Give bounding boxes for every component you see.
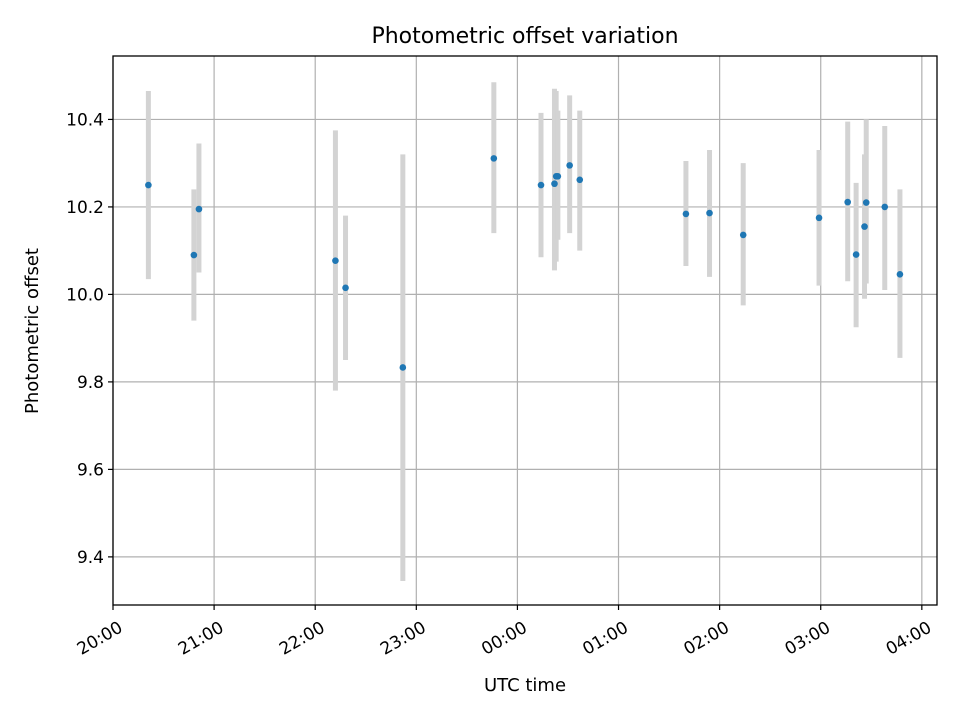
data-point [566,162,573,169]
data-point [862,199,870,206]
data-point [195,205,203,213]
data-point [551,180,558,188]
data-point [682,210,690,218]
data-point [852,251,860,258]
data-point [896,270,904,278]
y-tick-label: 10.2 [66,198,104,218]
data-point [332,257,339,265]
y-tick-label: 9.8 [77,373,104,393]
data-point [881,203,889,211]
data-point [815,214,823,222]
grid [112,56,937,605]
y-tick-label: 9.4 [77,548,104,568]
data-point [190,251,198,259]
x-tick-label: 04:00 [883,618,935,660]
data-point [861,223,868,230]
y-axis-ticks: 9.4 9.6 9.8 10.0 10.2 10.4 [66,110,113,568]
data-point [145,181,152,189]
y-tick-label: 10.4 [66,110,104,130]
data-point [706,209,713,217]
x-axis-ticks: 20:00 21:00 22:00 23:00 00:00 01:00 02:00 03:00… [74,605,935,660]
x-tick-label: 02:00 [680,618,732,660]
y-tick-label: 10.0 [66,285,104,305]
y-tick-label: 9.6 [77,460,104,480]
x-tick-label: 21:00 [175,618,227,660]
y-axis-label: Photometric offset [22,248,43,414]
data-point [490,155,498,162]
x-tick-label: 20:00 [74,618,126,660]
data-point [576,176,584,184]
x-axis-label: UTC time [484,675,566,696]
data-point [554,172,562,180]
data-point [399,364,407,371]
data-point [537,181,545,189]
data-point [342,284,349,292]
chart-title: Photometric offset variation [371,24,678,49]
x-tick-label: 03:00 [782,618,834,660]
x-tick-label: 01:00 [579,618,631,660]
error-bars [145,82,903,581]
x-tick-label: 22:00 [276,618,328,660]
data-points [145,155,904,371]
data-point [739,231,747,239]
x-tick-label: 00:00 [478,618,530,660]
plot-frame [112,55,938,606]
x-tick-label: 23:00 [377,618,429,660]
data-point [844,198,851,206]
